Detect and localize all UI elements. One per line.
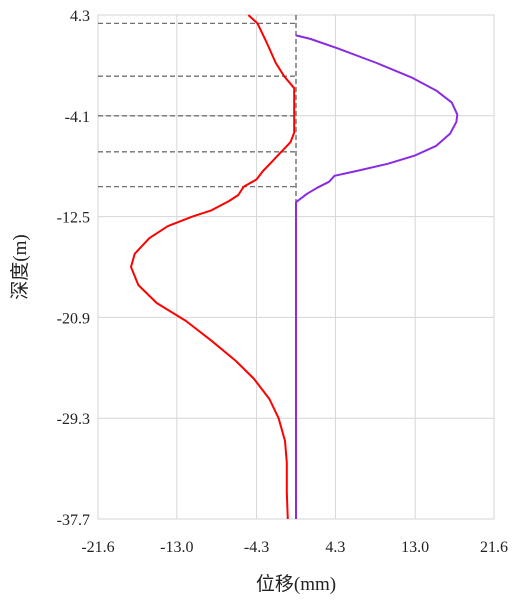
y-axis-label: 深度(m) — [9, 234, 31, 299]
x-tick-labels: -21.6 -13.0 -4.3 4.3 13.0 21.6 — [81, 539, 508, 556]
y-tick-labels: 4.3 -4.1 -12.5 -20.9 -29.3 -37.7 — [57, 8, 90, 529]
series-line-2 — [295, 34, 459, 519]
x-axis-label: 位移(mm) — [256, 573, 336, 595]
y-tick-label: -37.7 — [57, 512, 90, 529]
x-tick-label: 4.3 — [325, 539, 345, 556]
y-tick-label: -4.1 — [65, 109, 90, 126]
y-tick-label: -12.5 — [57, 210, 90, 227]
x-tick-label: -21.6 — [81, 539, 114, 556]
x-tick-label: 21.6 — [480, 539, 508, 556]
y-tick-label: 4.3 — [70, 8, 90, 25]
x-tick-label: -13.0 — [160, 539, 193, 556]
x-tick-label: -4.3 — [244, 539, 269, 556]
series-line-1 — [130, 14, 296, 520]
x-tick-label: 13.0 — [401, 539, 429, 556]
y-tick-label: -29.3 — [57, 411, 90, 428]
reference-lines — [98, 15, 297, 519]
y-tick-label: -20.9 — [57, 310, 90, 327]
series-lines — [130, 14, 459, 520]
